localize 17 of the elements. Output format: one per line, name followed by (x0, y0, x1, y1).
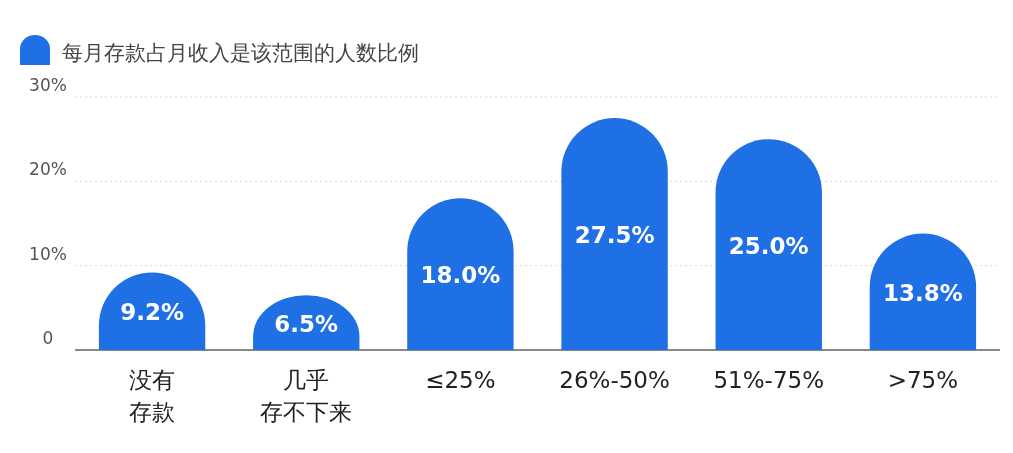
data-label: 18.0% (420, 262, 501, 289)
y-tick-label: 20% (29, 159, 67, 180)
data-label: 6.5% (274, 310, 339, 337)
data-label: 25.0% (728, 232, 809, 259)
x-tick-label: 没有存款 (129, 367, 176, 425)
data-label: 27.5% (574, 222, 655, 249)
y-tick-label: 0 (42, 328, 54, 348)
y-tick-label: 10% (29, 243, 67, 264)
y-tick-label: 30% (29, 75, 67, 95)
legend-label: 每月存款占月收入是该范围的人数比例 (62, 41, 419, 65)
data-label: 9.2% (120, 299, 184, 326)
x-tick-label: 几乎存不下来 (260, 367, 353, 425)
x-tick-label: ≤25% (425, 367, 496, 393)
data-label: 13.8% (883, 279, 963, 306)
x-tick-label: 26%-50% (559, 367, 670, 393)
x-tick-label: >75% (887, 367, 959, 393)
x-tick-label: 51%-75% (713, 367, 825, 393)
